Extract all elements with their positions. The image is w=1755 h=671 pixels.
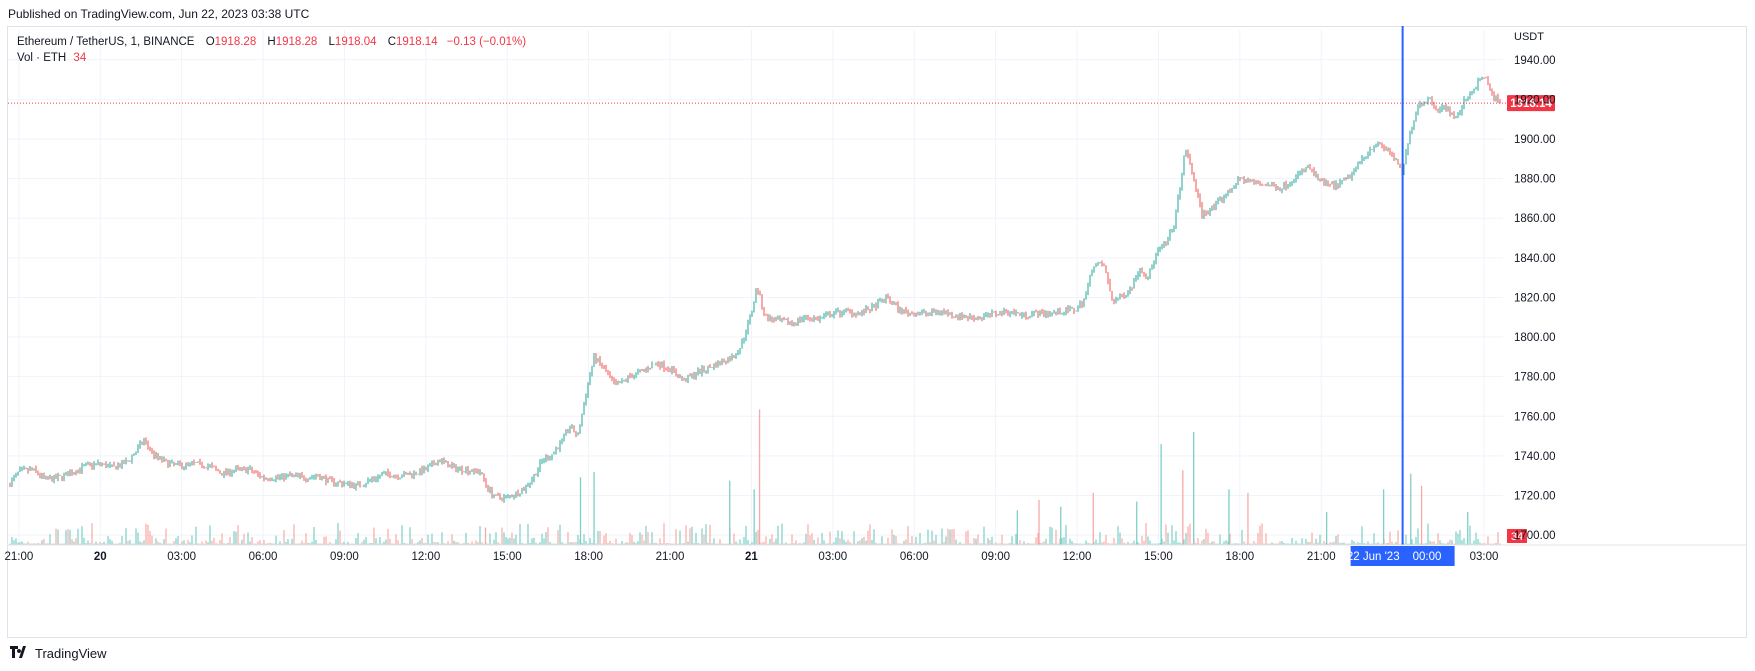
crosshair-time-label: 00:00 <box>1413 551 1442 563</box>
time-tick-label: 12:00 <box>411 551 440 563</box>
time-tick-label: 20 <box>94 551 107 563</box>
price-tick-label: 1840.00 <box>1514 253 1556 265</box>
open-label: O <box>205 36 215 48</box>
low-value: 1918.04 <box>334 36 377 48</box>
last-volume-badge <box>1507 529 1527 543</box>
time-tick-label: 21:00 <box>1307 551 1336 563</box>
price-tick-label: 1740.00 <box>1514 451 1556 463</box>
open-value: 1918.28 <box>214 36 257 48</box>
last-price-line: 1918.14 34 <box>8 95 1555 543</box>
chart-legend: Ethereum / TetherUS, 1, BINANCE O1918.28… <box>17 34 526 66</box>
volume-label[interactable]: Vol · ETH <box>17 52 67 64</box>
time-tick-label: 06:00 <box>249 551 278 563</box>
price-tick-label: 1860.00 <box>1514 213 1556 225</box>
last-volume-label: 34 <box>1511 531 1523 543</box>
volume-row: Vol · ETH 34 <box>17 50 526 66</box>
price-tick-label: 1780.00 <box>1514 372 1556 384</box>
high-value: 1918.28 <box>275 36 318 48</box>
crosshair-time-badge <box>1350 546 1455 566</box>
time-tick-label: 15:00 <box>1144 551 1173 563</box>
close-label: C <box>387 36 397 48</box>
tradingview-logo-icon <box>10 645 30 661</box>
low-label: L <box>328 36 335 48</box>
price-tick-label: 1820.00 <box>1514 292 1556 304</box>
price-tick-label: 1940.00 <box>1514 55 1556 67</box>
price-candles <box>9 76 1501 503</box>
time-tick-label: 15:00 <box>493 551 522 563</box>
time-tick-label: 18:00 <box>574 551 603 563</box>
volume-bars <box>9 409 1501 545</box>
price-tick-label: 1720.00 <box>1514 490 1556 502</box>
volume-value: 34 <box>73 52 87 64</box>
change-value: −0.13 (−0.01%) <box>446 36 527 48</box>
crosshair-date-label: 22 Jun '23 <box>1347 551 1400 563</box>
price-tick-label: 1920.00 <box>1514 94 1556 106</box>
time-tick-label: 18:00 <box>1225 551 1254 563</box>
time-tick-label: 09:00 <box>981 551 1010 563</box>
time-tick-label: 12:00 <box>1063 551 1092 563</box>
time-tick-label: 03:00 <box>818 551 847 563</box>
price-tick-label: 1700.00 <box>1514 530 1556 542</box>
time-tick-label: 21 <box>745 551 758 563</box>
time-axis: 21:00 20 03:00 06:00 09:00 12:00 15:00 18:00 21:… <box>4 544 1746 563</box>
time-tick-label: 21:00 <box>656 551 685 563</box>
crosshair-line: 22 Jun '23 00:00 <box>1347 26 1455 566</box>
price-tick-label: 1800.00 <box>1514 332 1556 344</box>
symbol-name[interactable]: Ethereum / TetherUS, 1, BINANCE <box>17 36 195 48</box>
time-tick-label: 09:00 <box>330 551 359 563</box>
footer[interactable]: TradingView <box>10 645 107 661</box>
last-price-label: 1918.14 <box>1510 98 1552 110</box>
symbol-row: Ethereum / TetherUS, 1, BINANCE O1918.28… <box>17 34 526 50</box>
price-tick-label: 1760.00 <box>1514 411 1556 423</box>
footer-brand: TradingView <box>35 645 107 661</box>
time-tick-label: 06:00 <box>900 551 929 563</box>
last-price-badge <box>1507 95 1555 112</box>
high-label: H <box>267 36 276 48</box>
price-axis: 1940.00 1920.00 1900.00 1880.00 1860.00 1840.… <box>1514 31 1556 542</box>
time-tick-label: 03:00 <box>1470 551 1499 563</box>
time-tick-label: 03:00 <box>167 551 196 563</box>
published-caption: Published on TradingView.com, Jun 22, 20… <box>8 7 310 21</box>
price-tick-label: 1880.00 <box>1514 174 1556 186</box>
currency-label: USDT <box>1514 31 1544 43</box>
grid-lines <box>8 30 1503 545</box>
close-value: 1918.14 <box>396 36 438 48</box>
time-tick-label: 21:00 <box>4 551 33 563</box>
price-tick-label: 1900.00 <box>1514 134 1556 146</box>
chart-frame <box>7 26 1747 638</box>
